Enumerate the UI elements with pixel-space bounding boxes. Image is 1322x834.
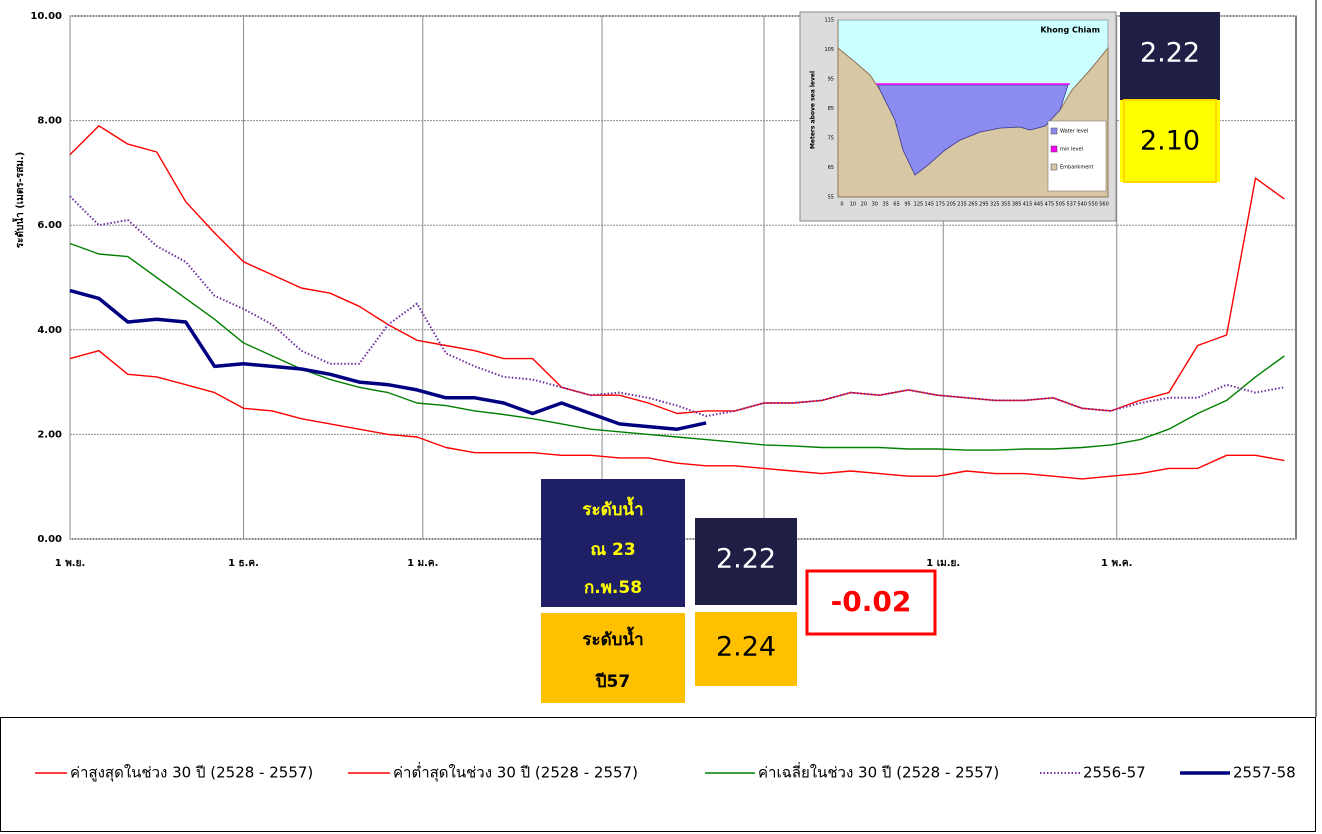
- series-line: [69, 350, 1285, 480]
- inset-x-tick: 175: [935, 202, 945, 208]
- x-tick-label: 1 ม.ค.: [407, 558, 438, 569]
- inset-y-tick: 75: [828, 136, 834, 142]
- series-line: [69, 242, 1285, 451]
- inset-x-tick: 265: [968, 202, 978, 208]
- last-value: 2.24: [716, 632, 776, 663]
- legend-label: 2556-57: [1083, 764, 1146, 782]
- inset-x-tick: 125: [914, 202, 924, 208]
- y-tick-label: 6.00: [37, 220, 62, 231]
- legend-label: ค่าเฉลี่ยในช่วง 30 ปี (2528 - 2557): [758, 762, 999, 782]
- inset-x-tick: 540: [1077, 202, 1087, 208]
- current-box: [695, 518, 797, 605]
- inset-legend-label: Embankment: [1060, 165, 1093, 171]
- inset-legend-swatch: [1050, 163, 1058, 171]
- inset-x-tick: 505: [1056, 202, 1066, 208]
- inset-y-tick: 85: [828, 106, 834, 112]
- last-box: [695, 612, 797, 686]
- inset-x-tick: 475: [1045, 202, 1055, 208]
- inset-x-tick: 550: [1088, 202, 1098, 208]
- x-tick-label: 1 พ.ย.: [55, 558, 86, 569]
- inset-title: Khong Chiam: [1040, 26, 1100, 35]
- inset-y-tick: 95: [828, 77, 834, 83]
- current-label: ระดับน้ำ: [582, 496, 643, 520]
- inset-x-tick: 95: [904, 202, 910, 208]
- inset-y-tick: 65: [828, 165, 834, 171]
- inset-x-tick: 10: [850, 202, 856, 208]
- inset-x-tick: 0: [840, 202, 843, 208]
- top-last-value: 2.10: [1140, 126, 1200, 157]
- panels: 2.22 2.10 ระดับน้ำ ณ 23 ก.พ.58 ระดับน้ำ …: [541, 12, 1220, 703]
- inset-legend: [1047, 120, 1107, 192]
- legend-label: ค่าสูงสุดในช่วง 30 ปี (2528 - 2557): [70, 764, 313, 783]
- inset-x-tick: 415: [1023, 202, 1033, 208]
- inset-water: [877, 84, 1069, 176]
- current-label-box: [541, 479, 685, 607]
- difference-value: -0.02: [831, 585, 912, 618]
- inset-x-tick: 560: [1099, 202, 1109, 208]
- y-tick-label: 10.00: [30, 11, 62, 22]
- x-tick-label: 1 ธ.ค.: [228, 558, 259, 569]
- inset-x-tick: 30: [872, 202, 878, 208]
- y-tick-label: 0.00: [37, 534, 62, 545]
- legend-label: ค่าต่ำสุดในช่วง 30 ปี (2528 - 2557): [393, 762, 638, 783]
- inset-x-tick: 385: [1012, 202, 1022, 208]
- inset-y-tick: 55: [828, 195, 834, 201]
- top-last-border: [1123, 99, 1217, 183]
- series-line: [69, 288, 707, 431]
- x-tick-label: 1 เม.ย.: [926, 558, 960, 569]
- y-tick-label: 8.00: [37, 116, 62, 127]
- inset-x-tick: 35: [882, 202, 888, 208]
- inset-legend-label: Water level: [1060, 129, 1088, 135]
- current-label: ณ 23: [590, 540, 635, 560]
- inset-x-tick: 445: [1034, 202, 1044, 208]
- y-axis-title: ระดับน้ำ (เมตร-รสม.): [12, 152, 26, 249]
- legend-box: [0, 717, 1316, 832]
- inset-legend-swatch: [1050, 145, 1058, 153]
- inset: Khong Chiam Meters above sea level 115 10…: [799, 11, 1117, 222]
- inset-x-tick: 65: [893, 202, 899, 208]
- y-tick-label: 2.00: [37, 429, 62, 440]
- last-label: ปี57: [595, 671, 630, 692]
- inset-x-tick: 235: [957, 202, 967, 208]
- last-label-box: [541, 613, 685, 703]
- inset-x-tick: 355: [1001, 202, 1011, 208]
- inset-x-tick: 20: [861, 202, 867, 208]
- top-current-value: 2.22: [1140, 38, 1200, 69]
- top-last-box: [1120, 100, 1220, 182]
- last-label: ระดับน้ำ: [582, 626, 643, 650]
- series-lines: [69, 125, 1285, 480]
- x-tick-label: 1 พ.ค.: [1101, 558, 1132, 569]
- inset-x-tick: 205: [946, 202, 956, 208]
- inset-x-tick: 325: [990, 202, 1000, 208]
- inset-legend-swatch: [1050, 127, 1058, 135]
- top-current-box: [1120, 12, 1220, 100]
- current-label: ก.พ.58: [584, 578, 642, 598]
- difference-box: [805, 569, 937, 636]
- series-line: [69, 195, 1285, 418]
- inset-y-label: Meters above sea level: [810, 71, 817, 149]
- inset-y-tick: 105: [824, 47, 834, 53]
- inset-x-tick: 145: [925, 202, 935, 208]
- inset-x-tick: 295: [979, 202, 989, 208]
- y-tick-label: 4.00: [37, 325, 62, 336]
- inset-y-tick: 115: [824, 18, 834, 24]
- legend: ค่าสูงสุดในช่วง 30 ปี (2528 - 2557) ค่าต่…: [35, 762, 1296, 783]
- inset-legend-label: min level: [1060, 147, 1083, 153]
- inset-x-tick: 537: [1066, 202, 1076, 208]
- current-value: 2.22: [716, 544, 776, 575]
- legend-label: 2557-58: [1233, 764, 1296, 782]
